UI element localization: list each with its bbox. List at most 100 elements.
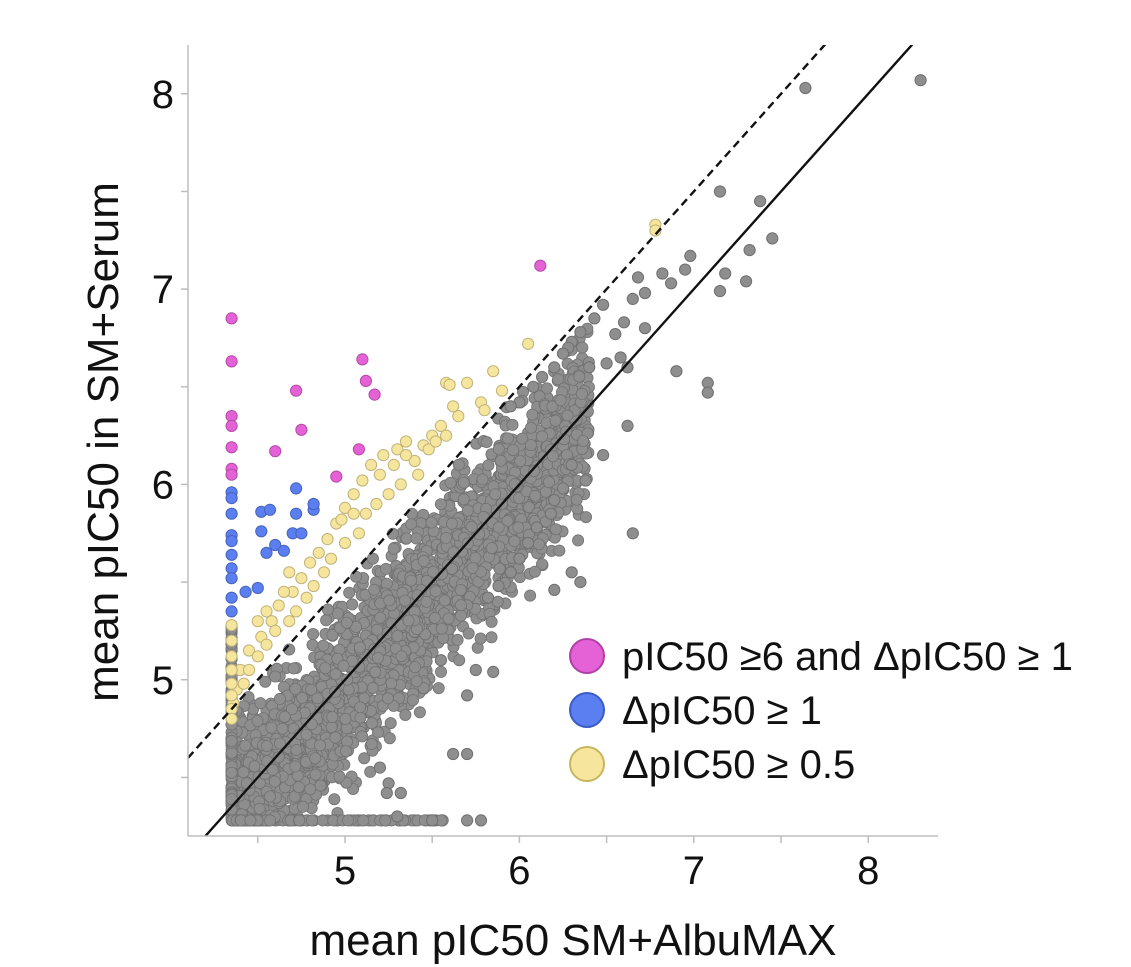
cloud-point bbox=[549, 414, 562, 427]
data-point--pic50-0-5 bbox=[338, 501, 352, 514]
cloud-point bbox=[462, 627, 475, 640]
cloud-point bbox=[528, 565, 541, 578]
cloud-point bbox=[492, 521, 505, 534]
data-point-other bbox=[548, 361, 561, 374]
data-point--pic50-0-5 bbox=[295, 572, 308, 585]
cloud-point bbox=[410, 675, 423, 688]
data-point--pic50-1 bbox=[277, 544, 290, 557]
cloud-point bbox=[507, 444, 520, 457]
data-point-other bbox=[701, 386, 714, 399]
cloud-point bbox=[417, 554, 430, 567]
cloud-point bbox=[384, 717, 397, 730]
data-point-pic50-6-and-pic50-1 bbox=[330, 470, 343, 483]
cloud-point bbox=[325, 721, 338, 734]
cloud-point bbox=[239, 739, 252, 752]
data-point-other bbox=[626, 527, 639, 540]
data-point--pic50-1 bbox=[290, 507, 303, 520]
x-axis-title: mean pIC50 SM+AlbuMAX bbox=[309, 916, 836, 965]
data-point-other bbox=[548, 583, 561, 597]
cloud-point bbox=[290, 744, 303, 757]
y-tick-label: 8 bbox=[152, 73, 174, 117]
cloud-point bbox=[287, 662, 300, 675]
cloud-point bbox=[278, 710, 291, 723]
data-point-pic50-6-and-pic50-1 bbox=[269, 445, 282, 458]
legend-marker-pink bbox=[569, 638, 605, 674]
cloud-point bbox=[368, 583, 381, 596]
cloud-point bbox=[508, 535, 521, 548]
cloud-point bbox=[425, 516, 438, 529]
cloud-point bbox=[438, 594, 451, 607]
cloud-point bbox=[402, 614, 415, 627]
cloud-point bbox=[293, 814, 306, 827]
legend-marker-blue bbox=[569, 692, 605, 728]
data-point--pic50-1 bbox=[255, 525, 268, 538]
cloud-point bbox=[307, 628, 320, 641]
data-point--pic50-0-5 bbox=[359, 507, 372, 520]
cloud-point bbox=[452, 458, 465, 471]
data-point-other bbox=[600, 357, 613, 370]
data-point-other bbox=[588, 312, 601, 325]
data-point--pic50-0-5 bbox=[335, 513, 348, 526]
data-point-other bbox=[461, 689, 474, 702]
data-point--pic50-0-5 bbox=[461, 376, 474, 389]
data-point-other bbox=[380, 786, 393, 800]
data-point-other bbox=[544, 507, 557, 520]
data-point--pic50-0-5 bbox=[225, 650, 238, 663]
cloud-point bbox=[575, 387, 588, 400]
cloud-point bbox=[387, 542, 400, 555]
cloud-point bbox=[451, 633, 464, 646]
data-point--pic50-0-5 bbox=[283, 566, 296, 579]
cloud-point bbox=[454, 609, 467, 622]
x-tick-label: 5 bbox=[334, 849, 356, 893]
cloud-point bbox=[339, 713, 352, 726]
data-point-other bbox=[766, 232, 779, 245]
cloud-point bbox=[341, 673, 354, 686]
data-point-other bbox=[574, 576, 587, 589]
cloud-point bbox=[480, 435, 493, 448]
data-point--pic50-1 bbox=[239, 585, 252, 599]
data-point-other bbox=[670, 365, 683, 378]
data-point--pic50-0-5 bbox=[290, 605, 303, 618]
cloud-point bbox=[379, 814, 392, 827]
data-point--pic50-0-5 bbox=[307, 579, 320, 593]
cloud-point bbox=[476, 473, 489, 486]
data-point-pic50-6-and-pic50-1 bbox=[225, 468, 238, 481]
cloud-point bbox=[512, 521, 525, 534]
cloud-point bbox=[442, 612, 455, 625]
cloud-point bbox=[492, 442, 505, 455]
cloud-point bbox=[354, 701, 367, 714]
data-point--pic50-0-5 bbox=[447, 400, 460, 413]
cloud-point bbox=[305, 683, 318, 696]
data-point--pic50-0-5 bbox=[251, 650, 264, 663]
cloud-point bbox=[465, 520, 478, 533]
cloud-point bbox=[398, 594, 411, 607]
cloud-point bbox=[320, 614, 333, 627]
data-point--pic50-0-5 bbox=[338, 536, 352, 550]
cloud-point bbox=[514, 455, 527, 468]
data-point--pic50-0-5 bbox=[225, 677, 238, 690]
data-point-other bbox=[565, 566, 578, 579]
data-point--pic50-0-5 bbox=[522, 337, 535, 350]
data-point--pic50-0-5 bbox=[452, 410, 465, 423]
cloud-point bbox=[506, 418, 519, 431]
cloud-point bbox=[296, 800, 309, 813]
cloud-point bbox=[570, 493, 583, 506]
data-point--pic50-0-5 bbox=[440, 429, 453, 442]
cloud-point bbox=[264, 814, 277, 827]
cloud-point bbox=[580, 511, 593, 524]
data-point-other bbox=[522, 536, 535, 550]
cloud-point bbox=[529, 489, 542, 502]
cloud-point bbox=[309, 752, 322, 765]
cloud-point bbox=[485, 615, 498, 628]
data-point--pic50-0-5 bbox=[242, 663, 256, 677]
data-point--pic50-0-5 bbox=[317, 566, 331, 579]
data-point-other bbox=[665, 277, 678, 290]
cloud-point bbox=[317, 639, 330, 652]
cloud-point bbox=[526, 408, 539, 421]
cloud-point bbox=[337, 659, 350, 672]
cloud-point bbox=[501, 432, 514, 445]
cloud-point bbox=[304, 783, 317, 796]
cloud-point bbox=[259, 675, 272, 688]
cloud-point bbox=[543, 476, 556, 489]
cloud-point bbox=[268, 775, 281, 788]
